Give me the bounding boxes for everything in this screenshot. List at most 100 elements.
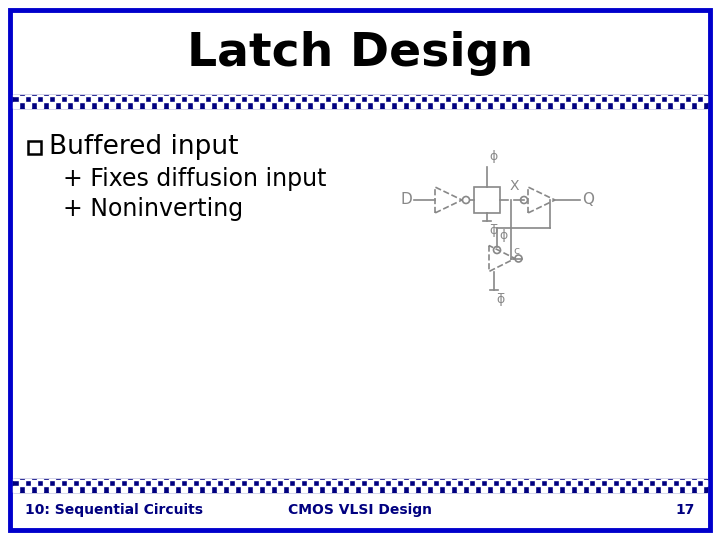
Bar <box>421 102 427 108</box>
Bar <box>373 102 379 108</box>
Bar <box>643 96 649 102</box>
Bar <box>223 96 229 102</box>
Bar <box>325 479 331 480</box>
Bar <box>631 480 637 486</box>
Bar <box>301 486 307 492</box>
Bar <box>325 486 331 492</box>
Bar <box>703 96 707 102</box>
Bar <box>493 486 499 492</box>
Bar <box>217 486 223 492</box>
Bar <box>181 486 187 492</box>
Bar <box>433 102 439 108</box>
Bar <box>205 102 211 108</box>
Bar <box>193 479 199 480</box>
Bar <box>151 96 157 102</box>
Bar <box>499 480 505 486</box>
Bar <box>637 479 643 480</box>
Bar <box>121 95 127 96</box>
Bar <box>253 95 259 96</box>
Bar <box>457 95 463 96</box>
Text: X: X <box>510 179 520 193</box>
Text: Q: Q <box>582 192 594 207</box>
Bar <box>313 102 319 108</box>
Bar <box>385 486 391 492</box>
Bar <box>673 102 679 108</box>
Bar <box>85 95 91 96</box>
Bar <box>307 96 313 102</box>
Bar <box>343 480 349 486</box>
Bar <box>415 480 421 486</box>
Bar <box>49 479 55 480</box>
Bar <box>505 486 511 492</box>
Bar <box>235 96 241 102</box>
Bar <box>175 480 181 486</box>
Bar <box>457 102 463 108</box>
Bar <box>649 102 655 108</box>
Bar <box>697 486 703 492</box>
Bar <box>319 480 325 486</box>
Bar <box>229 102 235 108</box>
Bar <box>433 95 439 96</box>
Bar <box>469 479 475 480</box>
Bar <box>145 479 151 480</box>
Bar <box>631 96 637 102</box>
Bar <box>601 102 607 108</box>
Bar <box>409 102 415 108</box>
Bar <box>541 479 547 480</box>
Bar <box>13 479 707 492</box>
Bar <box>589 95 595 96</box>
Bar <box>415 96 421 102</box>
Bar <box>619 480 625 486</box>
Bar <box>157 102 163 108</box>
Bar <box>649 486 655 492</box>
Bar <box>409 479 415 480</box>
Bar <box>565 486 571 492</box>
Bar <box>187 96 193 102</box>
Bar <box>493 95 499 96</box>
Bar <box>469 486 475 492</box>
Bar <box>571 96 577 102</box>
Bar <box>37 95 43 96</box>
Bar <box>637 486 643 492</box>
Bar <box>97 102 103 108</box>
Bar <box>517 95 523 96</box>
Bar <box>655 480 661 486</box>
Bar <box>589 479 595 480</box>
Bar <box>607 480 613 486</box>
Bar <box>145 486 151 492</box>
Bar <box>373 479 379 480</box>
Bar <box>475 480 481 486</box>
Bar <box>463 480 469 486</box>
Bar <box>565 102 571 108</box>
Bar <box>589 102 595 108</box>
Bar <box>175 96 181 102</box>
Bar <box>85 102 91 108</box>
Bar <box>427 480 433 486</box>
Bar <box>163 480 169 486</box>
Bar <box>649 95 655 96</box>
Bar <box>61 95 67 96</box>
Bar <box>445 486 451 492</box>
Bar <box>217 95 223 96</box>
Bar <box>25 479 31 480</box>
Bar <box>313 95 319 96</box>
Bar <box>241 102 247 108</box>
Bar <box>517 479 523 480</box>
Bar <box>25 95 31 96</box>
Bar <box>577 486 583 492</box>
Bar <box>613 102 619 108</box>
Bar <box>199 480 205 486</box>
Bar <box>385 479 391 480</box>
Text: Buffered input: Buffered input <box>49 134 238 160</box>
Bar <box>451 96 457 102</box>
Bar <box>361 479 367 480</box>
Bar <box>481 102 487 108</box>
Bar <box>13 102 19 108</box>
Bar <box>61 102 67 108</box>
Bar <box>607 96 613 102</box>
Bar <box>295 96 301 102</box>
Bar <box>553 486 559 492</box>
Bar <box>301 102 307 108</box>
Bar <box>475 96 481 102</box>
Bar <box>487 96 493 102</box>
